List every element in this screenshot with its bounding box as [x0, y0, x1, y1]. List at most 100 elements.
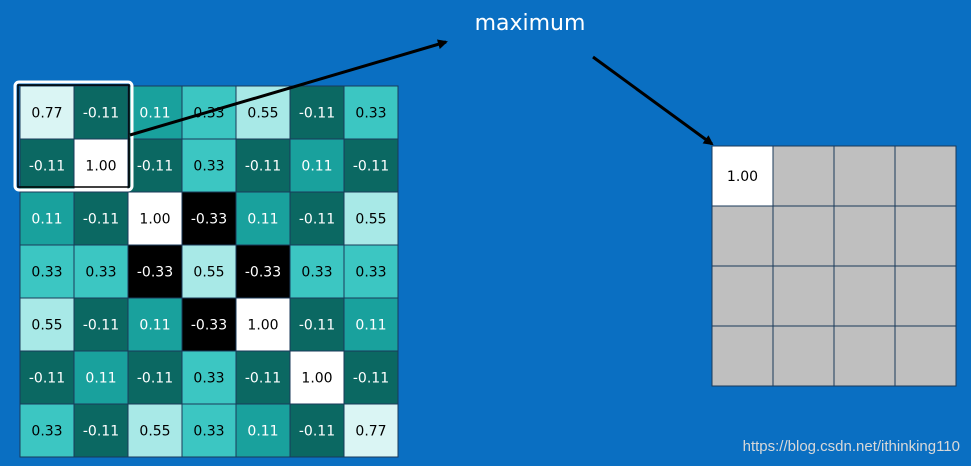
input-cell: [73, 244, 129, 299]
watermark: https://blog.csdn.net/ithinking110: [743, 438, 960, 455]
input-cell: [127, 138, 183, 193]
output-cell: [711, 265, 774, 327]
input-value: 0.11: [355, 318, 386, 334]
input-value: 0.55: [31, 318, 62, 334]
input-value: -0.11: [83, 318, 119, 334]
input-value: 0.11: [301, 159, 332, 175]
input-value: -0.11: [299, 424, 335, 440]
input-value: 0.33: [31, 265, 62, 281]
input-cell: [73, 85, 129, 140]
input-value: 0.55: [355, 212, 386, 228]
input-value: 0.33: [355, 265, 386, 281]
input-value: 0.33: [85, 265, 116, 281]
input-cell: [289, 297, 345, 352]
output-cell: [833, 205, 896, 267]
input-value: 0.55: [193, 265, 224, 281]
pool-window-inner: [17, 84, 130, 188]
operation-label: maximum: [475, 11, 586, 36]
input-cell: [181, 403, 237, 458]
pool-window: [13, 80, 134, 192]
output-cell: [711, 325, 774, 387]
output-cell: [772, 205, 835, 267]
input-cell: [19, 244, 75, 299]
input-value: -0.11: [137, 159, 173, 175]
input-value: 0.55: [247, 106, 278, 122]
input-value: 0.11: [247, 424, 278, 440]
output-cell: [894, 205, 957, 267]
input-value: 0.77: [31, 106, 62, 122]
input-value: 0.33: [193, 371, 224, 387]
input-cell: [181, 297, 237, 352]
input-value: 0.77: [355, 424, 386, 440]
input-value: -0.33: [137, 265, 173, 281]
input-value: -0.11: [245, 159, 281, 175]
input-cell: [343, 138, 399, 193]
input-cell: [235, 191, 291, 246]
input-value: -0.11: [299, 212, 335, 228]
input-value: 0.11: [247, 212, 278, 228]
input-cell: [343, 191, 399, 246]
input-value: 0.11: [139, 106, 170, 122]
input-cell: [19, 138, 75, 193]
output-cell: [894, 265, 957, 327]
output-cell: [711, 205, 774, 267]
output-value: 1.00: [727, 169, 758, 185]
input-cell: [73, 191, 129, 246]
input-value: 0.55: [139, 424, 170, 440]
output-cell: [772, 265, 835, 327]
output-cell: [894, 145, 957, 207]
input-cell: [127, 297, 183, 352]
input-value: 1.00: [247, 318, 278, 334]
input-cell: [181, 244, 237, 299]
input-cell: [127, 85, 183, 140]
input-cell: [343, 85, 399, 140]
input-cell: [73, 138, 129, 193]
input-cell: [19, 85, 75, 140]
input-value: -0.33: [191, 212, 227, 228]
input-value: -0.11: [83, 424, 119, 440]
input-cell: [289, 244, 345, 299]
output-cell: [772, 325, 835, 387]
input-cell: [19, 403, 75, 458]
input-value: 0.33: [31, 424, 62, 440]
input-value: -0.11: [83, 106, 119, 122]
input-value: -0.33: [191, 318, 227, 334]
output-cell: [894, 325, 957, 387]
input-value: -0.11: [137, 371, 173, 387]
input-cell: [181, 191, 237, 246]
input-value: 0.33: [301, 265, 332, 281]
input-value: -0.11: [83, 212, 119, 228]
input-value: -0.11: [299, 318, 335, 334]
input-value: 0.33: [193, 424, 224, 440]
arrow: [592, 55, 714, 146]
input-value: -0.11: [29, 159, 65, 175]
input-value: 1.00: [85, 159, 116, 175]
input-cell: [235, 244, 291, 299]
input-value: -0.11: [29, 371, 65, 387]
input-cell: [343, 297, 399, 352]
input-cell: [127, 191, 183, 246]
input-cell: [73, 403, 129, 458]
input-cell: [235, 297, 291, 352]
input-cell: [73, 350, 129, 405]
input-value: -0.11: [245, 371, 281, 387]
input-value: 1.00: [301, 371, 332, 387]
input-cell: [343, 244, 399, 299]
input-cell: [181, 350, 237, 405]
input-value: -0.11: [353, 159, 389, 175]
input-cell: [235, 403, 291, 458]
input-value: 0.11: [31, 212, 62, 228]
input-cell: [19, 297, 75, 352]
output-grid: 1.00: [711, 145, 957, 387]
input-value: -0.11: [299, 106, 335, 122]
input-value: -0.11: [353, 371, 389, 387]
input-value: -0.33: [245, 265, 281, 281]
input-value: 0.33: [355, 106, 386, 122]
output-cell: [833, 145, 896, 207]
input-cell: [343, 403, 399, 458]
input-value: 0.11: [85, 371, 116, 387]
arrow: [129, 39, 448, 137]
input-value: 0.11: [139, 318, 170, 334]
input-cell: [289, 403, 345, 458]
